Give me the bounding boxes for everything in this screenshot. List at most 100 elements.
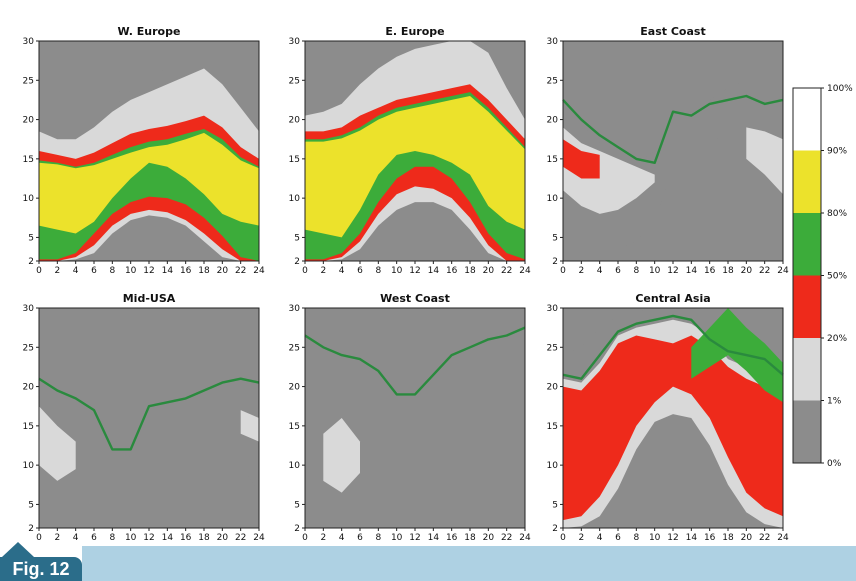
y-tick-label-w-europe-2: 10 [23, 194, 35, 204]
x-tick-label-east-coast-4: 8 [633, 266, 639, 276]
x-tick-label-central-asia-8: 16 [704, 533, 716, 543]
colorbar-segment-1 [793, 338, 821, 401]
y-tick-label-east-coast-5: 25 [547, 76, 558, 86]
x-tick-label-central-asia-11: 22 [759, 533, 770, 543]
y-tick-label-west-coast-6: 30 [289, 304, 301, 314]
x-tick-label-west-coast-2: 4 [339, 533, 345, 543]
band-90pct-w-europe-4 [39, 132, 259, 234]
x-tick-label-w-europe-3: 6 [91, 266, 97, 276]
x-tick-label-w-europe-7: 14 [162, 266, 174, 276]
band-80pct-central-asia-3 [691, 308, 783, 403]
x-tick-label-mid-usa-5: 10 [125, 533, 137, 543]
x-tick-label-e-europe-6: 12 [409, 266, 420, 276]
x-tick-label-mid-usa-0: 0 [36, 533, 42, 543]
x-tick-label-east-coast-12: 24 [777, 266, 789, 276]
x-tick-label-e-europe-8: 16 [446, 266, 458, 276]
x-tick-label-w-europe-6: 12 [143, 266, 154, 276]
y-tick-label-e-europe-1: 5 [294, 233, 300, 243]
x-tick-label-w-europe-0: 0 [36, 266, 42, 276]
y-tick-label-mid-usa-4: 20 [23, 383, 35, 393]
x-tick-label-west-coast-5: 10 [391, 533, 403, 543]
x-tick-label-mid-usa-8: 16 [180, 533, 192, 543]
x-tick-label-mid-usa-10: 20 [217, 533, 229, 543]
x-tick-label-e-europe-11: 22 [501, 266, 512, 276]
y-tick-label-w-europe-4: 20 [23, 116, 35, 126]
x-tick-label-west-coast-6: 12 [409, 533, 420, 543]
panel-title-west-coast: West Coast [380, 292, 450, 305]
x-tick-label-mid-usa-9: 18 [198, 533, 210, 543]
x-tick-label-w-europe-2: 4 [73, 266, 79, 276]
band-20pct-east-coast-2 [746, 127, 783, 195]
y-tick-label-central-asia-3: 15 [547, 422, 558, 432]
y-tick-label-west-coast-2: 10 [289, 461, 301, 471]
y-tick-label-east-coast-3: 15 [547, 155, 558, 165]
y-tick-label-e-europe-2: 10 [289, 194, 301, 204]
x-tick-label-w-europe-5: 10 [125, 266, 137, 276]
x-tick-label-central-asia-4: 8 [633, 533, 639, 543]
colorbar-segment-5 [793, 88, 821, 151]
x-tick-label-e-europe-3: 6 [357, 266, 363, 276]
y-tick-label-e-europe-4: 20 [289, 116, 301, 126]
muf-line-central-asia [562, 314, 784, 380]
band-90pct-e-europe-4 [305, 96, 525, 238]
x-tick-label-west-coast-3: 6 [357, 533, 363, 543]
x-tick-label-west-coast-10: 20 [483, 533, 495, 543]
y-tick-label-central-asia-0: 2 [552, 524, 558, 534]
x-tick-label-east-coast-9: 18 [722, 266, 734, 276]
x-tick-label-e-europe-10: 20 [483, 266, 495, 276]
x-tick-label-west-coast-4: 8 [375, 533, 381, 543]
muf-line-east-coast [562, 94, 784, 164]
x-tick-label-west-coast-0: 0 [302, 533, 308, 543]
y-tick-label-mid-usa-5: 25 [23, 343, 34, 353]
y-tick-label-mid-usa-2: 10 [23, 461, 35, 471]
band-50pct-east-coast-3 [563, 139, 600, 179]
x-tick-label-e-europe-2: 4 [339, 266, 345, 276]
panel-title-east-coast: East Coast [640, 25, 705, 38]
y-tick-label-central-asia-6: 30 [547, 304, 559, 314]
x-tick-label-east-coast-3: 6 [615, 266, 621, 276]
band-20pct-east-coast-1 [563, 127, 655, 214]
x-tick-label-east-coast-6: 12 [667, 266, 678, 276]
y-tick-label-east-coast-6: 30 [547, 37, 559, 47]
x-tick-label-west-coast-12: 24 [519, 533, 531, 543]
colorbar-label-0: 0% [827, 459, 842, 469]
x-tick-label-w-europe-4: 8 [109, 266, 115, 276]
colorbar-label-6: 100% [827, 84, 853, 94]
y-tick-label-e-europe-5: 25 [289, 76, 300, 86]
x-tick-label-central-asia-5: 10 [649, 533, 661, 543]
colorbar-segment-2 [793, 275, 821, 338]
x-tick-label-central-asia-10: 20 [741, 533, 753, 543]
y-tick-label-east-coast-1: 5 [552, 233, 558, 243]
panel-title-e-europe: E. Europe [385, 25, 444, 38]
x-tick-label-mid-usa-12: 24 [253, 533, 265, 543]
y-tick-label-west-coast-3: 15 [289, 422, 300, 432]
x-tick-label-mid-usa-4: 8 [109, 533, 115, 543]
y-tick-label-west-coast-0: 2 [294, 524, 300, 534]
x-tick-label-west-coast-8: 16 [446, 533, 458, 543]
y-tick-label-e-europe-0: 2 [294, 257, 300, 267]
y-tick-label-east-coast-4: 20 [547, 116, 559, 126]
caption-band [82, 546, 856, 581]
x-tick-label-e-europe-9: 18 [464, 266, 476, 276]
x-tick-label-mid-usa-11: 22 [235, 533, 246, 543]
colorbar-label-1: 1% [827, 397, 842, 407]
y-tick-label-w-europe-3: 15 [23, 155, 34, 165]
x-tick-label-east-coast-1: 2 [578, 266, 584, 276]
x-tick-label-w-europe-9: 18 [198, 266, 210, 276]
x-tick-label-w-europe-1: 2 [54, 266, 60, 276]
y-tick-label-central-asia-1: 5 [552, 500, 558, 510]
x-tick-label-mid-usa-1: 2 [54, 533, 60, 543]
x-tick-label-east-coast-2: 4 [597, 266, 603, 276]
figure-label-notch [2, 542, 34, 557]
colorbar-label-2: 20% [827, 334, 847, 344]
figure-label: Fig. 12 [0, 557, 82, 581]
x-tick-label-west-coast-7: 14 [428, 533, 440, 543]
x-tick-label-w-europe-12: 24 [253, 266, 265, 276]
y-tick-label-mid-usa-0: 2 [28, 524, 34, 534]
x-tick-label-w-europe-11: 22 [235, 266, 246, 276]
colorbar-segment-4 [793, 150, 821, 213]
x-tick-label-e-europe-12: 24 [519, 266, 531, 276]
colorbar-label-4: 80% [827, 209, 847, 219]
